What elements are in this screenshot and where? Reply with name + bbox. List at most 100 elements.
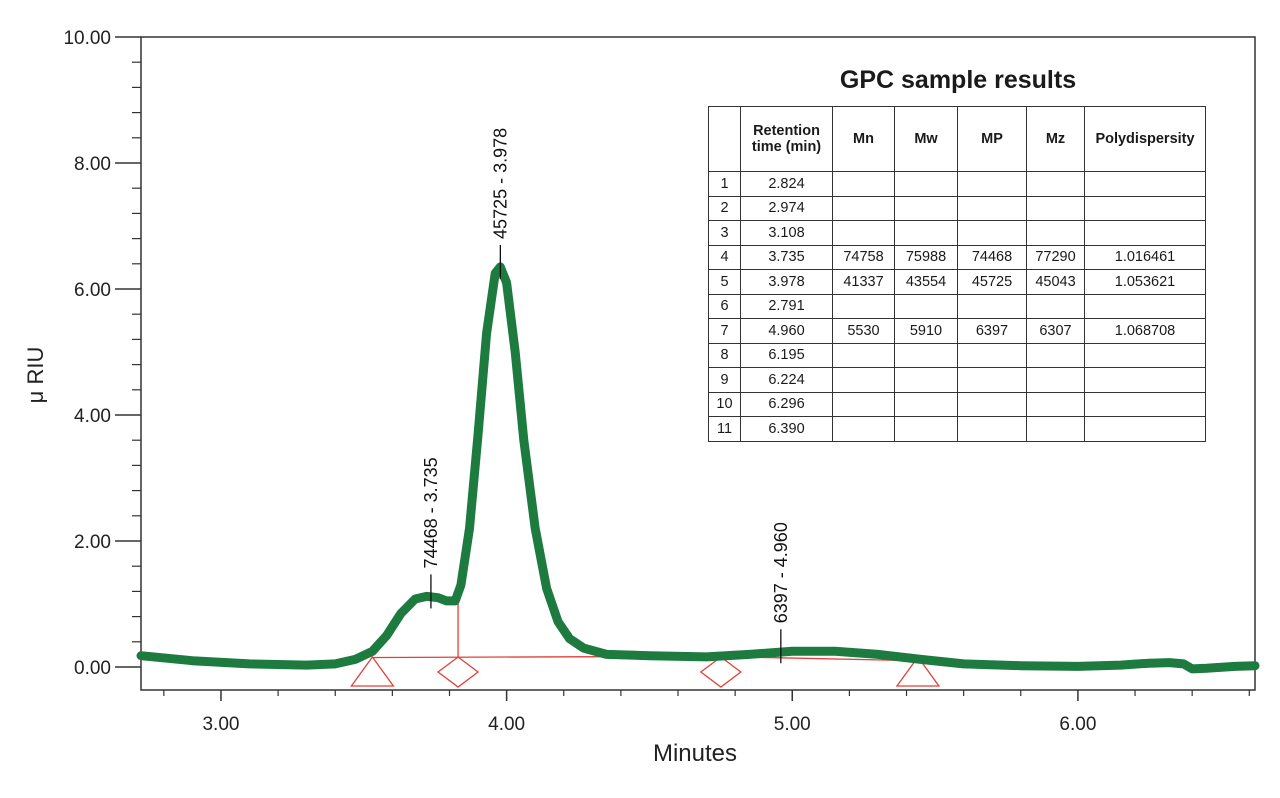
table-row: 3 3.108 — [708, 220, 1206, 246]
table-cell: 6.224 — [740, 367, 833, 393]
x-tick-label: 6.00 — [1059, 714, 1096, 735]
table-cell — [832, 367, 895, 393]
table-cell — [832, 293, 895, 319]
table-cell — [957, 416, 1027, 442]
peak-label: 45725 - 3.978 — [490, 128, 510, 239]
table-cell: 43554 — [894, 269, 958, 295]
table-cell — [957, 391, 1027, 417]
table-cell: 2 — [708, 195, 741, 221]
table-cell: 3.978 — [740, 269, 833, 295]
table-cell: 2.824 — [740, 171, 833, 197]
table-row: 2 2.974 — [708, 195, 1206, 221]
table-cell: 1 — [708, 171, 741, 197]
table-cell: 1.053621 — [1084, 269, 1206, 295]
peak-label: 74468 - 3.735 — [421, 457, 441, 568]
table-cell: 2.974 — [740, 195, 833, 221]
table-cell — [957, 367, 1027, 393]
table-cell: 74468 — [957, 244, 1027, 270]
table-row: 10 6.296 — [708, 391, 1206, 417]
table-cell: 6.390 — [740, 416, 833, 442]
table-cell: 2.791 — [740, 293, 833, 319]
table-cell — [894, 367, 958, 393]
peak-label: 6397 - 4.960 — [771, 522, 791, 623]
y-axis-label: μ RIU — [23, 347, 48, 404]
x-tick-label: 3.00 — [202, 714, 239, 735]
table-cell: 5 — [708, 269, 741, 295]
table-header-row: Retention time (min) Mn Mw MP Mz Polydis… — [708, 106, 1206, 172]
table-cell: 6307 — [1026, 318, 1085, 344]
table-cell: 1.068708 — [1084, 318, 1206, 344]
table-row: 5 3.978 41337 43554 45725 45043 1.053621 — [708, 269, 1206, 295]
table-cell — [957, 195, 1027, 221]
table-cell: 41337 — [832, 269, 895, 295]
table-cell — [1084, 171, 1206, 197]
table-cell: 45043 — [1026, 269, 1085, 295]
gpc-results-table: Retention time (min) Mn Mw MP Mz Polydis… — [708, 106, 1206, 442]
table-cell — [1026, 416, 1085, 442]
table-cell — [832, 416, 895, 442]
x-tick-label: 4.00 — [488, 714, 525, 735]
table-cell — [1084, 195, 1206, 221]
table-cell: 5910 — [894, 318, 958, 344]
table-cell — [957, 293, 1027, 319]
header-mw: Mw — [894, 106, 958, 172]
table-row: 11 6.390 — [708, 416, 1206, 442]
table-row: 7 4.960 5530 5910 6397 6307 1.068708 — [708, 318, 1206, 344]
table-cell — [1084, 342, 1206, 368]
baseline-diamond-marker — [699, 656, 742, 688]
table-cell — [832, 195, 895, 221]
header-polydispersity: Polydispersity — [1084, 106, 1206, 172]
header-mz: Mz — [1026, 106, 1085, 172]
table-cell — [832, 171, 895, 197]
table-cell — [957, 342, 1027, 368]
baseline-triangle-marker — [895, 655, 941, 687]
table-cell — [1084, 293, 1206, 319]
header-mn: Mn — [832, 106, 895, 172]
table-cell — [1084, 367, 1206, 393]
table-cell — [1026, 171, 1085, 197]
table-cell — [957, 220, 1027, 246]
table-cell — [1026, 220, 1085, 246]
baseline-diamond-marker — [436, 656, 480, 688]
table-row: 9 6.224 — [708, 367, 1206, 393]
table-cell: 9 — [708, 367, 741, 393]
y-tick-label: 4.00 — [74, 406, 111, 427]
table-cell — [894, 220, 958, 246]
table-cell: 3.735 — [740, 244, 833, 270]
table-title: GPC sample results — [839, 66, 1077, 94]
table-cell: 4 — [708, 244, 741, 270]
table-cell — [1084, 416, 1206, 442]
table-cell — [1026, 293, 1085, 319]
y-tick-label: 10.00 — [63, 28, 111, 49]
x-tick-label: 5.00 — [774, 714, 811, 735]
table-cell: 8 — [708, 342, 741, 368]
table-cell — [1084, 391, 1206, 417]
table-cell — [1084, 220, 1206, 246]
table-cell — [894, 416, 958, 442]
table-cell: 6.195 — [740, 342, 833, 368]
table-cell: 6.296 — [740, 391, 833, 417]
table-cell — [957, 171, 1027, 197]
baseline-triangle-marker — [350, 655, 395, 687]
table-cell — [894, 342, 958, 368]
y-tick-label: 8.00 — [74, 154, 111, 175]
table-cell — [1026, 342, 1085, 368]
header-index — [708, 106, 741, 172]
table-cell: 1.016461 — [1084, 244, 1206, 270]
y-tick-label: 2.00 — [74, 532, 111, 553]
table-cell: 4.960 — [740, 318, 833, 344]
table-cell: 11 — [708, 416, 741, 442]
table-cell — [894, 171, 958, 197]
y-tick-label: 6.00 — [74, 280, 111, 301]
table-row: 4 3.735 74758 75988 74468 77290 1.016461 — [708, 244, 1206, 270]
table-cell: 6397 — [957, 318, 1027, 344]
table-cell: 45725 — [957, 269, 1027, 295]
table-row: 8 6.195 — [708, 342, 1206, 368]
chromatogram-trace — [136, 262, 1260, 674]
table-cell — [894, 293, 958, 319]
table-cell — [1026, 391, 1085, 417]
table-row: 6 2.791 — [708, 293, 1206, 319]
x-axis-label: Minutes — [653, 740, 737, 767]
table-cell: 5530 — [832, 318, 895, 344]
table-cell: 74758 — [832, 244, 895, 270]
